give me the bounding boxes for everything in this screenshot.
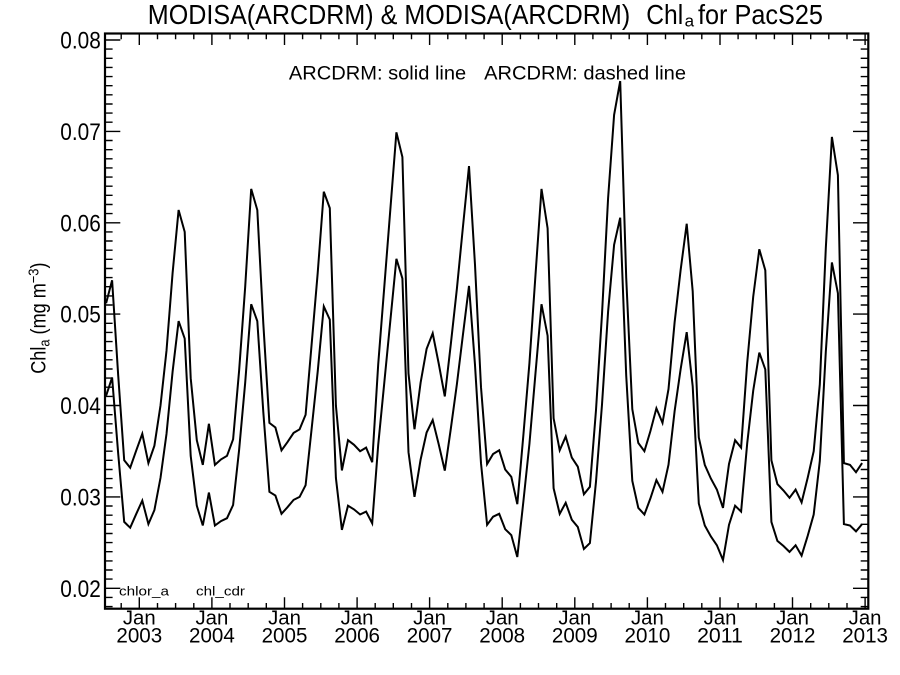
- svg-text:Jan: Jan: [413, 607, 446, 629]
- svg-text:ARCDRM: solid line: ARCDRM: solid line: [289, 62, 466, 84]
- svg-text:2006: 2006: [334, 624, 380, 647]
- svg-text:0.07: 0.07: [60, 119, 101, 146]
- svg-text:Jan: Jan: [849, 607, 882, 629]
- svg-text:0.02: 0.02: [60, 576, 101, 603]
- svg-text:2004: 2004: [189, 624, 235, 647]
- svg-text:2003: 2003: [116, 624, 162, 647]
- svg-text:0.04: 0.04: [60, 393, 101, 420]
- svg-text:Jan: Jan: [704, 607, 737, 629]
- svg-text:MODISA(ARCDRM) & MODISA(ARCDRM: MODISA(ARCDRM) & MODISA(ARCDRM): [148, 0, 630, 30]
- svg-text:0.08: 0.08: [60, 28, 101, 55]
- svg-text:ARCDRM: dashed line: ARCDRM: dashed line: [484, 62, 686, 84]
- svg-text:Jan: Jan: [123, 607, 156, 629]
- svg-text:Jan: Jan: [196, 607, 229, 629]
- svg-text:Jan: Jan: [776, 607, 809, 629]
- svg-text:2011: 2011: [697, 624, 743, 647]
- svg-text:0.05: 0.05: [60, 302, 101, 329]
- svg-text:chlor_a: chlor_a: [119, 583, 170, 598]
- svg-text:2007: 2007: [407, 624, 453, 647]
- svg-text:2013: 2013: [842, 624, 888, 647]
- svg-text:Chl: Chl: [646, 0, 683, 30]
- svg-text:2008: 2008: [479, 624, 525, 647]
- svg-text:0.06: 0.06: [60, 210, 101, 237]
- svg-text:2009: 2009: [552, 624, 598, 647]
- svg-text:Jan: Jan: [268, 607, 301, 629]
- svg-text:2010: 2010: [625, 624, 671, 647]
- svg-text:Jan: Jan: [486, 607, 519, 629]
- svg-text:chl_cdr: chl_cdr: [196, 583, 246, 598]
- svg-text:2012: 2012: [770, 624, 816, 647]
- svg-text:Jan: Jan: [631, 607, 664, 629]
- svg-text:2005: 2005: [262, 624, 308, 647]
- svg-text:Jan: Jan: [558, 607, 591, 629]
- svg-text:a: a: [685, 12, 695, 31]
- svg-text:Jan: Jan: [341, 607, 374, 629]
- svg-text:0.03: 0.03: [60, 485, 101, 512]
- svg-text:for PacS25: for PacS25: [698, 0, 823, 30]
